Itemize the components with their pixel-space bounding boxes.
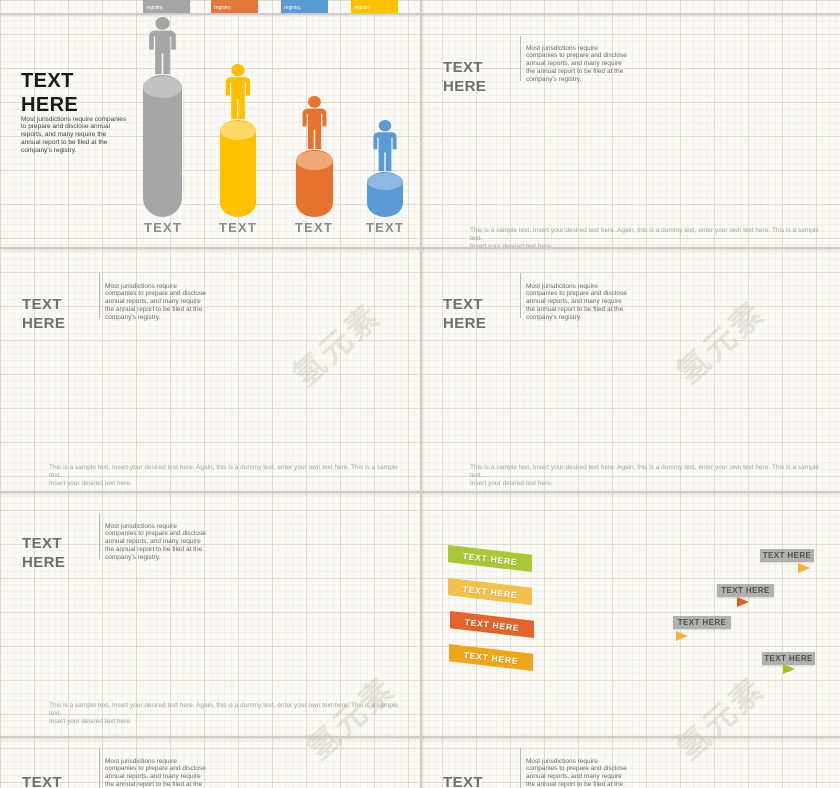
slide-title-line2: HERE: [22, 554, 66, 572]
flag-label: TEXT HERE: [760, 549, 814, 562]
cylinder-top-face: [143, 76, 182, 98]
slide-title-line1: TEXT: [21, 70, 74, 93]
ribbon-label: TEXT HERE: [462, 550, 518, 568]
slide-title-line1: TEXT: [443, 774, 483, 788]
flag-label: TEXT HERE: [762, 652, 815, 665]
slide-title-line1: TEXT: [22, 296, 62, 314]
flag-triangle-icon: [737, 597, 749, 607]
bar-label: TEXT: [365, 220, 405, 235]
pedestal-cylinder: [296, 150, 333, 217]
ribbon-banner-amber: TEXT HERE: [449, 644, 533, 671]
slide-title-line2: HERE: [22, 315, 66, 333]
slide-title-line2: HERE: [443, 78, 487, 96]
slide-ribbons-flags: TEXT HERE TEXT HERE TEXT HERE TEXT HERE …: [421, 492, 840, 737]
person-icon: [149, 17, 176, 75]
slide-body-text: Most jurisdictions require companies to …: [105, 282, 206, 321]
slide-body-text: Most jurisdictions require companies to …: [526, 44, 627, 83]
slide-body-text: Most jurisdictions require companies to …: [526, 282, 627, 321]
pedestal-cylinder: [143, 75, 182, 217]
sample-text-line2: Insert your desired text here.: [49, 479, 132, 487]
registry-box-label: registry.: [146, 5, 164, 11]
ribbon-label: TEXT HERE: [462, 583, 518, 601]
slide-title: TEXT HERE: [21, 69, 78, 117]
slide-title-line1: TEXT: [443, 296, 483, 314]
sample-text-line1: This is a sample text. Insert your desir…: [49, 701, 398, 717]
cylinder-top-face: [296, 151, 333, 170]
title-divider-line: [99, 514, 100, 559]
slide-text-layout: TEXT HERE Most jurisdictions require comp…: [421, 14, 840, 248]
ribbon-banner-green: TEXT HERE: [448, 545, 532, 572]
slide-people-infographic: TEXT HERE Most jurisdictions require com…: [0, 14, 420, 248]
bar-label: TEXT: [294, 220, 334, 235]
slide-body-text: Most jurisdictions require companies to …: [21, 115, 127, 154]
registry-box-label: registry.: [284, 5, 302, 11]
sample-text-line2: Insert your desired text here.: [470, 479, 553, 487]
column-divider: [420, 0, 422, 788]
slide-body-text: Most jurisdictions require companies to …: [526, 757, 627, 788]
sample-text-line1: This is a sample text. Insert your desir…: [470, 226, 819, 242]
title-divider-line: [520, 273, 521, 318]
bar-label: TEXT: [218, 220, 258, 235]
pedestal-cylinder: [220, 120, 256, 217]
slide-text-layout: TEXT HERE Most jurisdictions require comp…: [0, 248, 420, 492]
slide-body-text: Most jurisdictions require companies to …: [105, 522, 206, 561]
sample-text: This is a sample text. Insert your desir…: [49, 464, 399, 488]
flag-label: TEXT HERE: [717, 584, 774, 597]
sample-text-line1: This is a sample text. Insert your desir…: [470, 463, 819, 479]
flag-label: TEXT HERE: [673, 616, 731, 629]
sample-text-line2: Insert your desired text here.: [470, 242, 553, 249]
registry-box-yellow: registry.: [351, 0, 398, 13]
cylinder-top-face: [220, 121, 256, 140]
registry-box-blue: registry.: [281, 0, 328, 13]
cylinder-top-face: [367, 173, 403, 190]
slide-title-line2: HERE: [21, 94, 79, 117]
flag-triangle-icon: [783, 664, 795, 674]
ribbon-label: TEXT HERE: [464, 616, 520, 634]
pedestal-cylinder: [367, 172, 403, 217]
ribbon-label: TEXT HERE: [463, 649, 519, 667]
ribbon-banner-yellow: TEXT HERE: [448, 578, 532, 605]
slide-title-line1: TEXT: [443, 59, 483, 77]
flag-triangle-icon: [676, 631, 688, 641]
registry-box-label: registry.: [214, 5, 232, 11]
slide-text-layout: TEXT HERE Most jurisdictions require comp…: [0, 492, 420, 737]
sample-text: This is a sample text. Insert your desir…: [470, 227, 820, 249]
ribbon-banner-orange: TEXT HERE: [450, 611, 534, 638]
sample-text-line1: This is a sample text. Insert your desir…: [49, 463, 398, 479]
registry-box-label: registry.: [354, 5, 372, 11]
slide-title-line2: HERE: [443, 315, 487, 333]
person-icon: [373, 120, 397, 172]
sample-text: This is a sample text. Insert your desir…: [49, 702, 399, 726]
title-divider-line: [520, 748, 521, 788]
person-icon: [225, 64, 251, 120]
slide-body-text: Most jurisdictions require companies to …: [105, 757, 206, 788]
slide-text-layout: TEXT HERE Most jurisdictions require comp…: [421, 248, 840, 492]
title-divider-line: [99, 273, 100, 318]
slide-title-line1: TEXT: [22, 535, 62, 553]
registry-box-gray: registry.: [143, 0, 190, 13]
bar-label: TEXT: [143, 220, 183, 235]
sample-text-line2: Insert your desired text here.: [49, 717, 132, 725]
registry-box-orange: registry.: [211, 0, 258, 13]
person-icon: [302, 96, 327, 150]
title-divider-line: [99, 748, 100, 788]
slide-title-line1: TEXT: [22, 774, 62, 788]
flag-triangle-icon: [798, 563, 810, 573]
sample-text: This is a sample text. Insert your desir…: [470, 464, 820, 488]
title-divider-line: [520, 36, 521, 81]
